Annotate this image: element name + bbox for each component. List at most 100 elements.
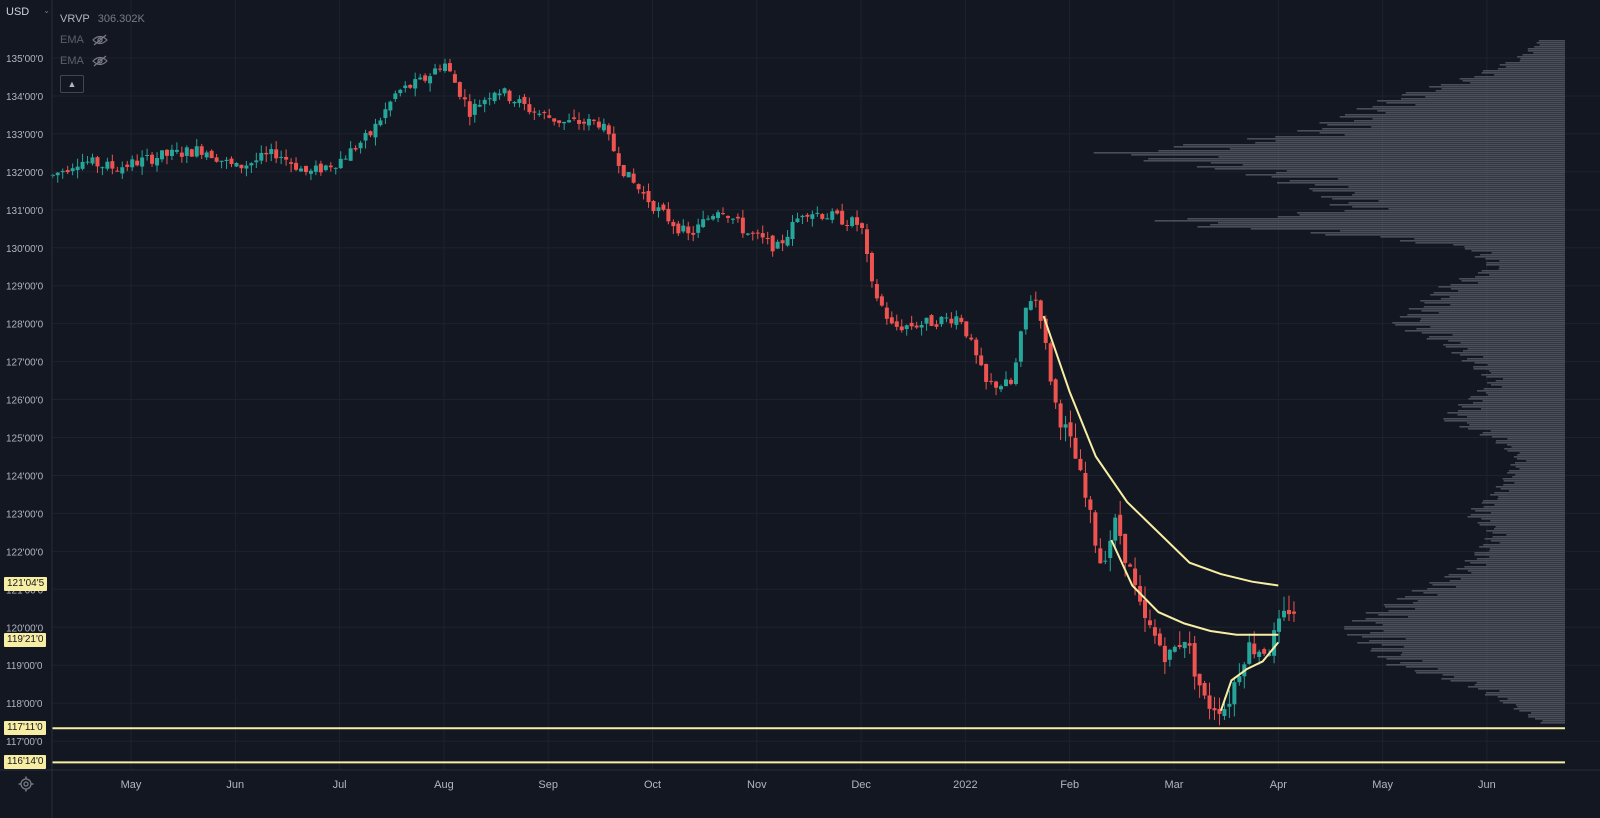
- volume-profile-bar: [1519, 60, 1565, 62]
- candle-down: [353, 148, 358, 150]
- volume-profile-bar: [1490, 372, 1565, 374]
- candle-up: [512, 101, 517, 104]
- volume-profile-bar: [1483, 506, 1565, 508]
- candle-up: [487, 98, 492, 100]
- volume-profile-bar: [1443, 418, 1565, 420]
- volume-profile-bar: [1520, 58, 1565, 60]
- volume-profile-bar: [1489, 550, 1565, 552]
- volume-profile-bar: [1378, 614, 1565, 616]
- candle-down: [438, 68, 443, 70]
- price-tick-label: 129'00'0: [6, 282, 44, 293]
- candle-down: [318, 163, 323, 173]
- candle-down: [572, 117, 577, 119]
- volume-profile-bar: [1275, 172, 1565, 174]
- volume-profile-bar: [1481, 374, 1565, 376]
- time-axis[interactable]: May Jun Jul Aug Sep Oct Nov Dec 2022 Feb Mar Apr May…: [121, 779, 1496, 791]
- candle-up: [403, 85, 408, 89]
- legend-row-ema-1[interactable]: EMA: [60, 29, 145, 50]
- volume-profile-bar: [1466, 358, 1565, 360]
- candle-down: [1143, 599, 1148, 619]
- candle-up: [358, 142, 363, 149]
- candle-up: [413, 79, 418, 89]
- volume-profile-bar: [1388, 208, 1565, 210]
- candle-up: [234, 163, 239, 167]
- candle-down: [671, 221, 676, 227]
- volume-profile-bar: [1346, 634, 1565, 636]
- volume-profile-bar: [1365, 612, 1565, 614]
- candle-down: [591, 119, 596, 121]
- volume-profile-bar: [1499, 542, 1565, 544]
- candle-down: [229, 158, 234, 165]
- candle-down: [557, 120, 562, 124]
- candle-up: [696, 224, 701, 233]
- volume-profile-bar: [1401, 98, 1565, 100]
- eye-off-icon[interactable]: [91, 34, 108, 46]
- volume-profile-bar: [1513, 456, 1565, 458]
- candle-up: [492, 92, 497, 102]
- volume-profile-bar: [1352, 194, 1565, 196]
- currency-selector[interactable]: USD ⌄: [6, 6, 50, 18]
- candle-down: [616, 153, 621, 166]
- volume-profile-bar: [1377, 110, 1565, 112]
- volume-profile-bar: [1377, 656, 1565, 658]
- legend-collapse-button[interactable]: ▲: [60, 75, 84, 93]
- candle-up: [269, 149, 274, 155]
- volume-profile-bar: [1477, 272, 1565, 274]
- candle-down: [1083, 472, 1088, 498]
- candle-up: [313, 165, 318, 172]
- eye-off-icon[interactable]: [91, 55, 108, 67]
- volume-profile-bar: [1481, 270, 1565, 272]
- candle-down: [964, 321, 969, 337]
- legend-row-ema-2[interactable]: EMA: [60, 50, 145, 71]
- candle-up: [954, 316, 959, 325]
- volume-profile-bar: [1425, 96, 1565, 98]
- candle-down: [542, 112, 547, 114]
- volume-profile-bar: [1486, 564, 1565, 566]
- volume-profile-bar: [1380, 236, 1565, 238]
- volume-profile-bar: [1131, 154, 1565, 156]
- volume-profile-bar: [1505, 62, 1565, 64]
- candle-up: [378, 120, 383, 126]
- volume-profile-bar: [1383, 630, 1565, 632]
- volume-profile-bar: [1371, 126, 1565, 128]
- volume-profile-bar: [1481, 72, 1565, 74]
- volume-profile-bar: [1386, 658, 1565, 660]
- volume-profile-bar: [1470, 82, 1565, 84]
- candle-down: [110, 161, 115, 169]
- candle-down: [239, 164, 244, 169]
- volume-profile-bar: [1457, 290, 1565, 292]
- candle-down: [1088, 499, 1093, 510]
- legend-row-vrvp[interactable]: VRVP 306.302K: [60, 8, 145, 29]
- candle-up: [308, 170, 313, 174]
- volume-profile-bar: [1461, 280, 1565, 282]
- gear-icon[interactable]: [18, 776, 34, 792]
- volume-profile-bar: [1481, 518, 1565, 520]
- volume-profile-bar: [1471, 572, 1565, 574]
- candle-down: [1197, 673, 1202, 686]
- volume-profile-bar: [1310, 232, 1565, 234]
- volume-profile-bar: [1502, 478, 1565, 480]
- candle-down: [532, 111, 537, 113]
- volume-profile-bar: [1484, 694, 1565, 696]
- volume-profile-bar: [1449, 296, 1565, 298]
- volume-profile-bar: [1504, 448, 1565, 450]
- volume-profile-bar: [1404, 596, 1565, 598]
- candle-down: [1128, 564, 1133, 567]
- candle-up: [497, 93, 502, 96]
- volume-profile-bar: [1319, 122, 1565, 124]
- volume-profile-bar: [1477, 390, 1565, 392]
- candle-up: [1232, 682, 1237, 705]
- volume-profile-bar: [1440, 84, 1565, 86]
- candle-down: [974, 339, 979, 356]
- time-tick-label: Mar: [1165, 779, 1184, 791]
- candle-up: [1063, 424, 1068, 428]
- candle-down: [447, 63, 452, 72]
- volume-profile-bar: [1536, 42, 1565, 44]
- candle-down: [1162, 645, 1167, 663]
- price-tag: 119'21'0: [4, 633, 47, 648]
- candle-up: [562, 121, 567, 124]
- volume-profile-bar: [1486, 376, 1565, 378]
- volume-profile-bar: [1426, 338, 1565, 340]
- time-tick-label: Dec: [851, 779, 871, 791]
